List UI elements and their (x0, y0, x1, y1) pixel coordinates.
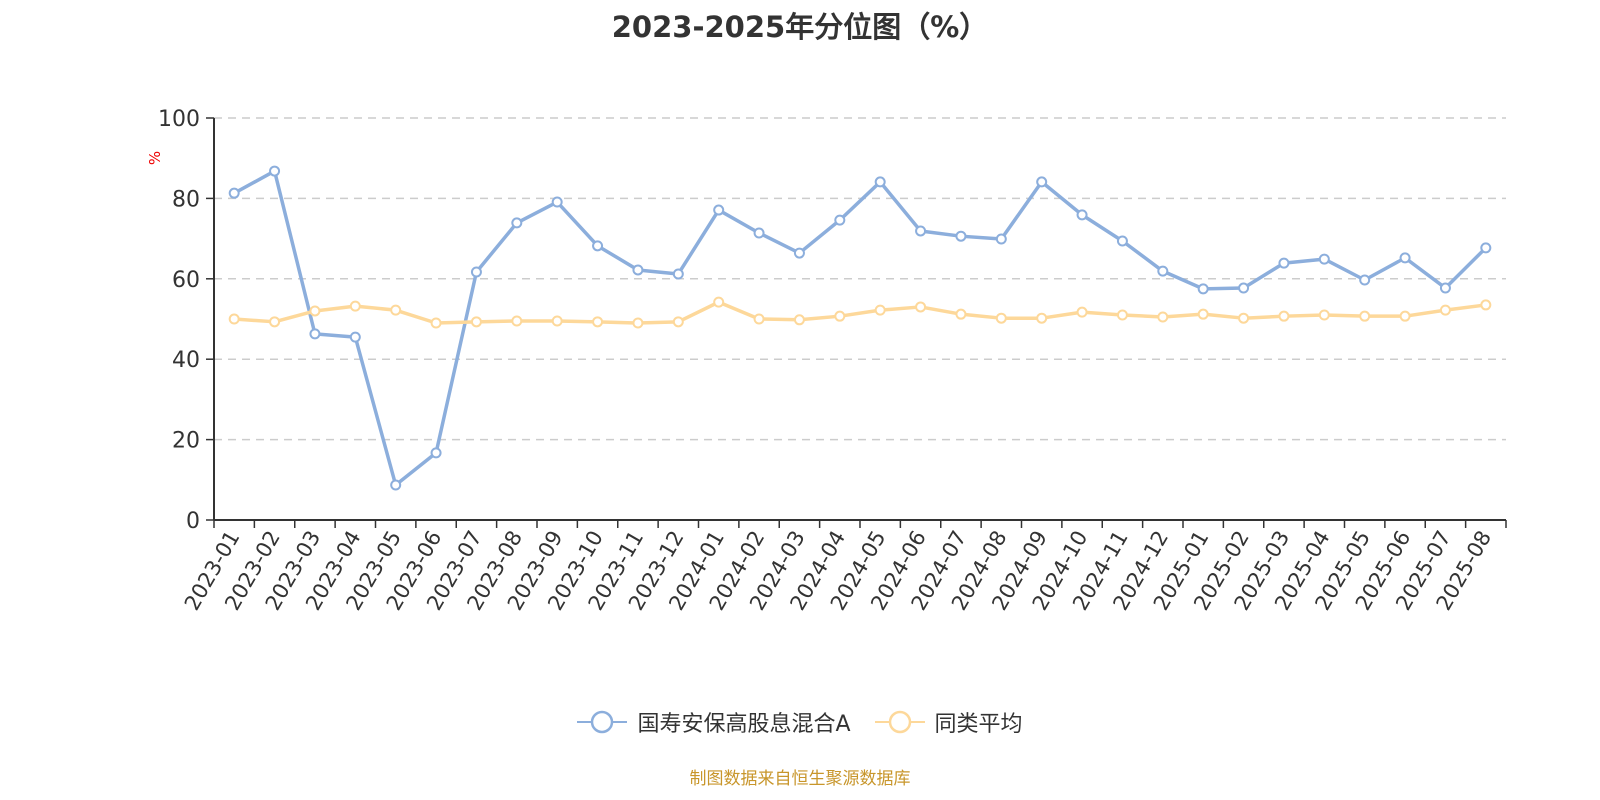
data-point (632, 264, 644, 276)
data-point (1197, 283, 1209, 295)
y-tick-label: 0 (186, 509, 200, 534)
data-point (1359, 274, 1371, 286)
data-point (1036, 312, 1048, 324)
data-point (753, 313, 765, 325)
data-point (349, 300, 361, 312)
data-point (1076, 306, 1088, 318)
data-point (1399, 252, 1411, 264)
legend-label: 国寿安保高股息混合A (637, 712, 851, 737)
data-point (1076, 209, 1088, 221)
data-point (793, 247, 805, 259)
data-point (1036, 176, 1048, 188)
data-point (1157, 311, 1169, 323)
data-point (470, 316, 482, 328)
data-point (430, 317, 442, 329)
data-point (955, 308, 967, 320)
legend-item[interactable]: 国寿安保高股息混合A (577, 706, 851, 738)
data-point (592, 240, 604, 252)
data-point (511, 315, 523, 327)
data-point (1157, 265, 1169, 277)
data-point (1116, 309, 1128, 321)
y-tick-label: 20 (172, 429, 200, 454)
data-point (834, 214, 846, 226)
legend-item[interactable]: 同类平均 (874, 706, 1023, 738)
series-line-1 (234, 300, 1487, 325)
legend-line-circle-icon (874, 710, 925, 734)
data-point (672, 268, 684, 280)
data-point (511, 217, 523, 229)
data-point (1480, 242, 1492, 254)
chart-title: 2023-2025年分位图（%） (611, 10, 989, 44)
data-point (390, 479, 402, 491)
data-point (753, 227, 765, 239)
data-point (1439, 282, 1451, 294)
data-point (228, 187, 240, 199)
data-point (430, 447, 442, 459)
data-point (269, 316, 281, 328)
data-point (1318, 309, 1330, 321)
data-point (1197, 308, 1209, 320)
data-point (1238, 282, 1250, 294)
data-point (834, 310, 846, 322)
data-point (470, 266, 482, 278)
data-point (1278, 257, 1290, 269)
data-point (551, 315, 563, 327)
data-point (390, 304, 402, 316)
data-point (713, 204, 725, 216)
data-point (592, 316, 604, 328)
legend-label: 同类平均 (934, 712, 1023, 737)
source-note: 制图数据来自恒生聚源数据库 (689, 769, 911, 789)
data-point (1359, 310, 1371, 322)
data-point (309, 328, 321, 340)
y-tick-label: 80 (172, 187, 200, 212)
data-point (915, 225, 927, 237)
data-point (1318, 253, 1330, 265)
data-point (1399, 310, 1411, 322)
data-point (1116, 235, 1128, 247)
data-point (1238, 312, 1250, 324)
data-point (1480, 299, 1492, 311)
data-point (269, 165, 281, 177)
y-axis-label: % (146, 151, 164, 165)
data-point (672, 316, 684, 328)
data-point (632, 317, 644, 329)
data-point (713, 296, 725, 308)
y-tick-label: 100 (158, 107, 200, 132)
data-point (551, 196, 563, 208)
data-point (995, 233, 1007, 245)
series-line-0 (233, 169, 1488, 487)
data-point (874, 304, 886, 316)
data-point (309, 305, 321, 317)
data-point (1439, 304, 1451, 316)
legend-line-circle-icon (577, 710, 628, 734)
legend: 国寿安保高股息混合A 同类平均 (0, 706, 1600, 738)
data-point (1278, 310, 1290, 322)
data-point (955, 230, 967, 242)
y-tick-label: 40 (172, 348, 200, 373)
data-point (874, 176, 886, 188)
y-tick-label: 60 (172, 268, 200, 293)
data-point (915, 301, 927, 313)
data-point (349, 331, 361, 343)
data-point (228, 313, 240, 325)
data-point (995, 312, 1007, 324)
data-point (793, 314, 805, 326)
